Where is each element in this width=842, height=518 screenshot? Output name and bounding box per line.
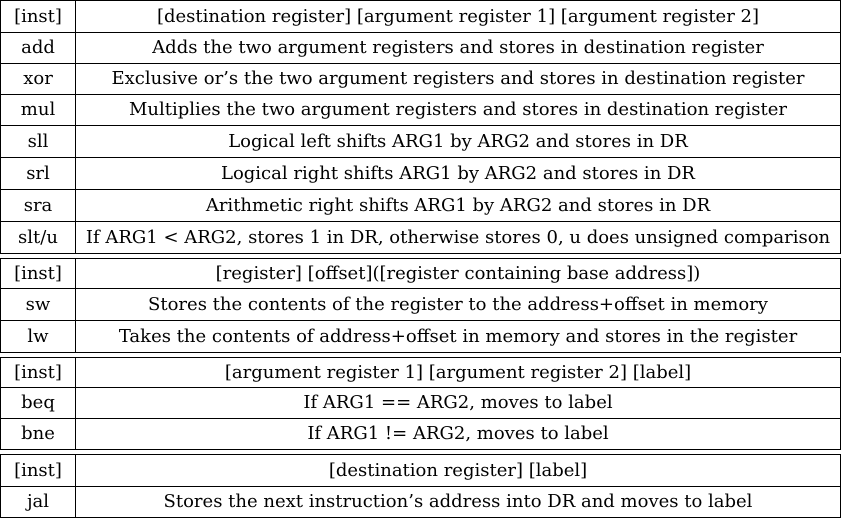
desc-cell: Takes the contents of address+offset in …: [75, 320, 841, 353]
inst-cell: sra: [0, 189, 76, 222]
table-row: jal Stores the next instruction’s addres…: [0, 486, 841, 518]
inst-header-cell: [inst]: [0, 258, 76, 289]
inst-cell: xor: [0, 63, 76, 95]
table-row: add Adds the two argument registers and …: [0, 32, 841, 64]
table-row: mul Multiplies the two argument register…: [0, 94, 841, 126]
table-row: srl Logical right shifts ARG1 by ARG2 an…: [0, 157, 841, 190]
table-row: beq If ARG1 == ARG2, moves to label: [0, 387, 841, 419]
inst-cell: bne: [0, 418, 76, 450]
inst-header-cell: [inst]: [0, 357, 76, 388]
inst-cell: jal: [0, 486, 76, 518]
inst-cell: sll: [0, 125, 76, 158]
desc-cell: Multiplies the two argument registers an…: [75, 94, 841, 126]
inst-header-cell: [inst]: [0, 454, 76, 487]
desc-cell: Stores the contents of the register to t…: [75, 288, 841, 321]
inst-cell: lw: [0, 320, 76, 353]
format-header-cell: [destination register] [label]: [75, 454, 841, 487]
desc-cell: If ARG1 != ARG2, moves to label: [75, 418, 841, 450]
table-row: sw Stores the contents of the register t…: [0, 288, 841, 321]
table-row: lw Takes the contents of address+offset …: [0, 320, 841, 353]
desc-cell: Logical right shifts ARG1 by ARG2 and st…: [75, 157, 841, 190]
table-row: bne If ARG1 != ARG2, moves to label: [0, 418, 841, 450]
inst-cell: mul: [0, 94, 76, 126]
table-row: xor Exclusive or’s the two argument regi…: [0, 63, 841, 95]
desc-cell: If ARG1 < ARG2, stores 1 in DR, otherwis…: [75, 221, 841, 254]
table-header-row: [inst] [destination register] [argument …: [0, 0, 841, 33]
desc-cell: Arithmetic right shifts ARG1 by ARG2 and…: [75, 189, 841, 222]
table-row: sra Arithmetic right shifts ARG1 by ARG2…: [0, 189, 841, 222]
table-row: slt/u If ARG1 < ARG2, stores 1 in DR, ot…: [0, 221, 841, 254]
table-header-row: [inst] [register] [offset]([register con…: [0, 258, 841, 289]
table-row: sll Logical left shifts ARG1 by ARG2 and…: [0, 125, 841, 158]
desc-cell: If ARG1 == ARG2, moves to label: [75, 387, 841, 419]
format-header-cell: [register] [offset]([register containing…: [75, 258, 841, 289]
format-header-cell: [destination register] [argument registe…: [75, 0, 841, 33]
inst-cell: slt/u: [0, 221, 76, 254]
inst-cell: beq: [0, 387, 76, 419]
inst-cell: sw: [0, 288, 76, 321]
inst-cell: srl: [0, 157, 76, 190]
inst-header-cell: [inst]: [0, 0, 76, 33]
table-header-row: [inst] [argument register 1] [argument r…: [0, 357, 841, 388]
desc-cell: Stores the next instruction’s address in…: [75, 486, 841, 518]
table-header-row: [inst] [destination register] [label]: [0, 454, 841, 487]
inst-cell: add: [0, 32, 76, 64]
format-header-cell: [argument register 1] [argument register…: [75, 357, 841, 388]
desc-cell: Exclusive or’s the two argument register…: [75, 63, 841, 95]
desc-cell: Adds the two argument registers and stor…: [75, 32, 841, 64]
desc-cell: Logical left shifts ARG1 by ARG2 and sto…: [75, 125, 841, 158]
